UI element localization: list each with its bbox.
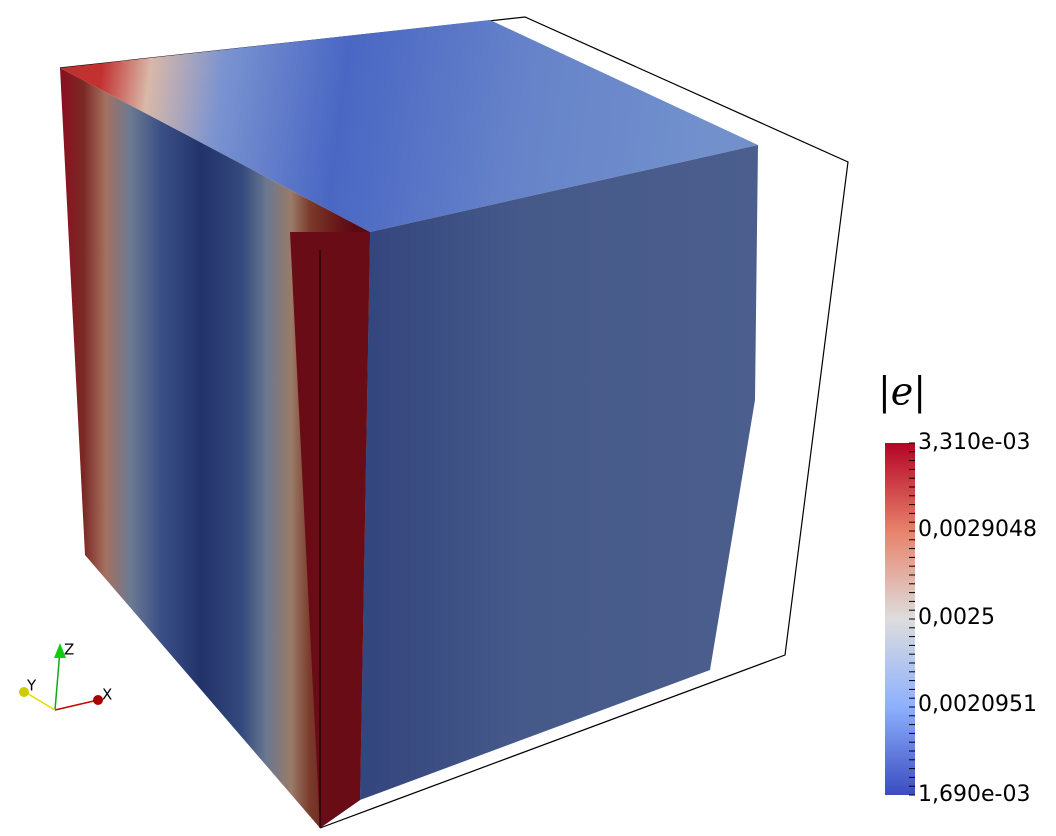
axis-label: Y (26, 677, 37, 695)
front-edge (290, 232, 370, 828)
colorbar-label: 1,690e-03 (918, 782, 1030, 807)
colorbar-title: |e| (878, 370, 926, 414)
colorbar-ticks (909, 442, 915, 796)
top-face (60, 20, 758, 232)
axis-label: X (102, 686, 112, 704)
axis-label: Z (64, 641, 74, 659)
colorbar-label: 0,0025 (918, 605, 995, 630)
colorbar-label: 3,310e-03 (918, 430, 1030, 455)
axes-triad: Z X Y (19, 641, 112, 711)
colorbar-label: 0,0020951 (918, 692, 1037, 717)
right-face (360, 145, 758, 800)
colorbar-label: 0,0029048 (918, 517, 1037, 542)
